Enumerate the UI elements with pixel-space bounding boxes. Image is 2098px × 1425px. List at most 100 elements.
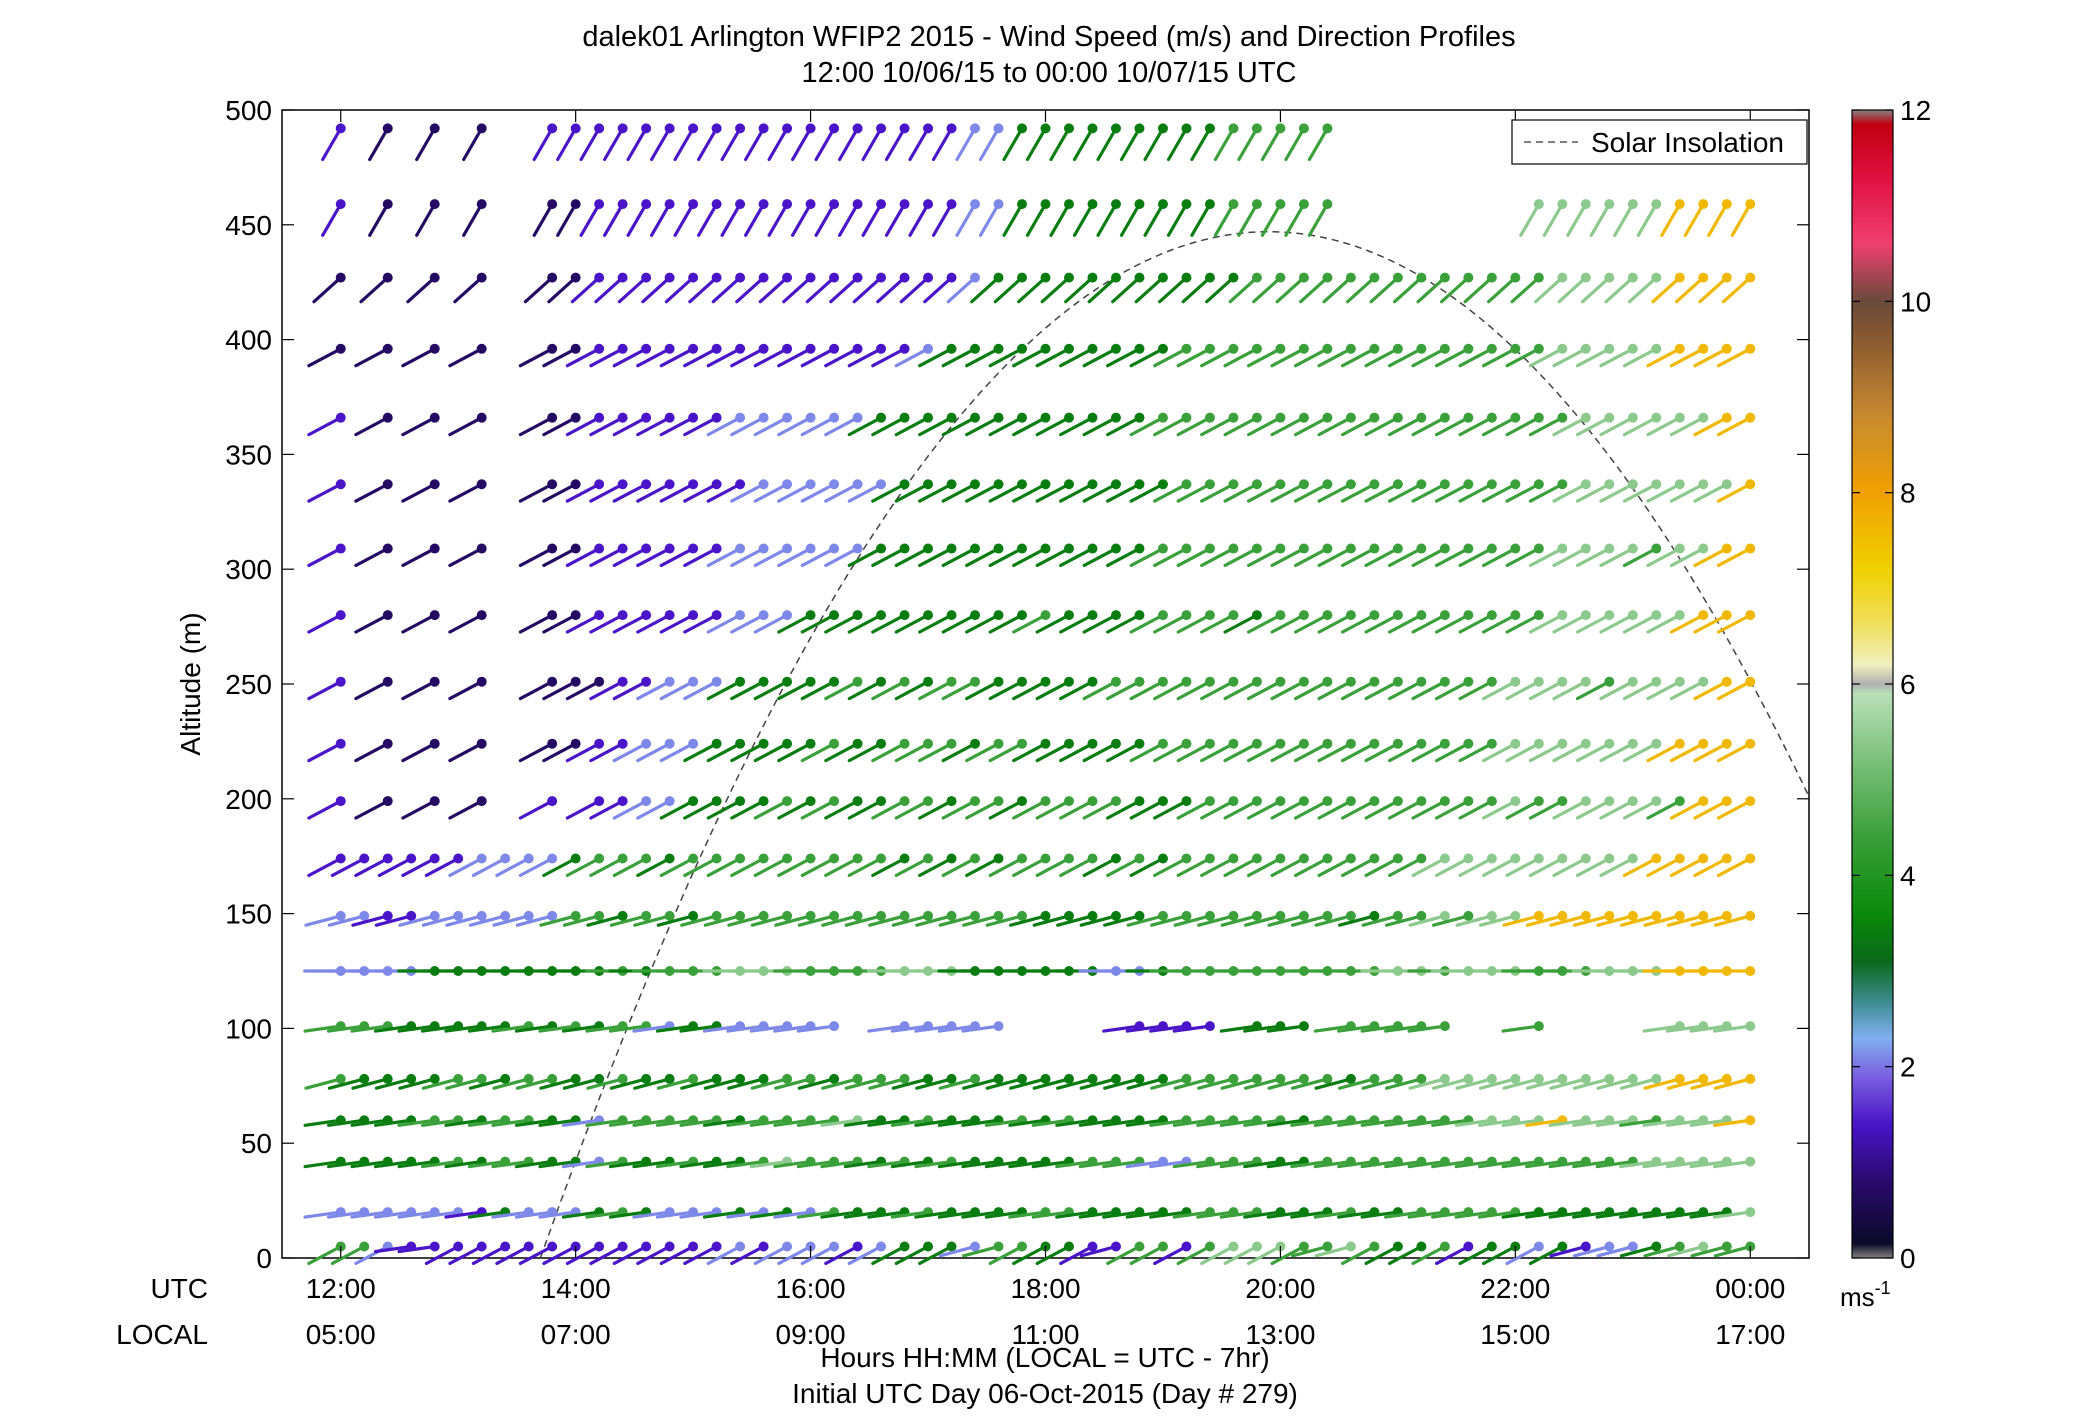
wind-barb-shaft xyxy=(612,799,648,820)
local-row-label: LOCAL xyxy=(116,1319,208,1350)
wind-barb-shaft xyxy=(821,914,860,927)
wind-barb-shaft xyxy=(1693,799,1729,820)
wind-barb-shaft xyxy=(1387,856,1423,878)
wind-barb-shaft xyxy=(565,546,601,568)
wind-barb-shaft xyxy=(1025,126,1048,162)
wind-barb-dot xyxy=(1087,910,1098,921)
wind-barb-dot xyxy=(1204,479,1215,490)
wind-barb-shaft xyxy=(1439,276,1470,304)
wind-barb-shaft xyxy=(871,856,907,878)
wind-barb-shaft xyxy=(1596,914,1635,927)
wind-barb-shaft xyxy=(730,1244,766,1266)
wind-barb-shaft xyxy=(1055,1118,1095,1127)
wind-barb-dot xyxy=(1181,272,1192,283)
wind-barb-shaft xyxy=(773,1024,813,1033)
wind-barb-dot xyxy=(1416,610,1427,621)
wind-barb-shaft xyxy=(1434,1244,1470,1266)
wind-barb-dot xyxy=(1627,738,1638,749)
wind-barb-dot xyxy=(1369,272,1380,283)
wind-barb-shaft xyxy=(1364,680,1400,701)
wind-barb-shaft xyxy=(1200,482,1236,503)
wind-barb-dot xyxy=(1204,543,1215,554)
wind-barb-shaft xyxy=(1408,914,1447,927)
wind-barb-dot xyxy=(1110,199,1121,210)
wind-barb-shaft xyxy=(547,276,578,304)
wind-barb-dot xyxy=(1298,412,1309,423)
wind-barb-dot xyxy=(1463,343,1474,354)
wind-barb-shaft xyxy=(1307,202,1330,237)
wind-barb-dot xyxy=(1134,676,1145,687)
wind-barb-dot xyxy=(664,199,675,210)
wind-barb-shaft xyxy=(993,276,1024,304)
wind-barb-dot xyxy=(1369,479,1380,490)
wind-barb-dot xyxy=(594,123,605,134)
wind-barb-shaft xyxy=(1243,1159,1283,1169)
wind-barb-dot xyxy=(923,1241,934,1252)
wind-barb-shaft xyxy=(814,202,836,237)
x-tick-label-utc: 12:00 xyxy=(306,1273,376,1304)
wind-barb-dot xyxy=(899,199,910,210)
wind-barb-dot xyxy=(1486,910,1497,921)
wind-barb-shaft xyxy=(351,914,390,927)
wind-barb-dot xyxy=(923,272,934,283)
wind-barb-dot xyxy=(899,543,910,554)
wind-barb-dot xyxy=(1439,1241,1450,1252)
wind-barb-shaft xyxy=(1369,276,1400,304)
wind-barb-shaft xyxy=(868,1077,907,1090)
wind-barb-shaft xyxy=(350,1024,390,1033)
wind-barb-shaft xyxy=(800,799,836,820)
wind-barb-shaft xyxy=(1683,202,1705,237)
wind-barb-dot xyxy=(1228,910,1239,921)
wind-barb-dot xyxy=(1745,796,1756,807)
wind-barb-shaft xyxy=(1716,680,1752,701)
wind-barb-shaft xyxy=(1552,347,1588,368)
wind-barb-dot xyxy=(1604,796,1615,807)
wind-barb-dot xyxy=(547,1073,558,1084)
wind-barb-dot xyxy=(1674,676,1685,687)
wind-barb-shaft xyxy=(937,1210,977,1219)
wind-barb-shaft xyxy=(1059,742,1095,763)
wind-barb-dot xyxy=(782,543,793,554)
wind-barb-shaft xyxy=(918,347,954,368)
wind-barb-dot xyxy=(1674,412,1685,423)
wind-barb-dot xyxy=(782,272,793,283)
wind-barb-dot xyxy=(1463,610,1474,621)
wind-barb-shaft xyxy=(586,914,625,927)
wind-barb-shaft xyxy=(1219,1210,1259,1219)
wind-barb-dot xyxy=(805,412,816,423)
wind-barb-dot xyxy=(335,479,346,490)
wind-barb-dot xyxy=(1110,479,1121,490)
wind-barb-shaft xyxy=(1002,126,1024,162)
wind-barb-dot xyxy=(899,343,910,354)
wind-barb-dot xyxy=(1040,412,1051,423)
wind-barb-shaft xyxy=(1082,856,1118,878)
wind-barb-shaft xyxy=(532,126,554,162)
wind-barb-dot xyxy=(1110,1073,1121,1084)
wind-barb-shaft xyxy=(330,856,366,878)
wind-barb-shaft xyxy=(777,546,813,568)
wind-barb-shaft xyxy=(1176,742,1212,763)
wind-barb-dot xyxy=(876,343,887,354)
wind-barb-shaft xyxy=(1072,126,1095,162)
wind-barb-shaft xyxy=(1478,1118,1517,1127)
wind-barb-shaft xyxy=(1481,680,1517,701)
wind-barb-shaft xyxy=(918,613,954,634)
wind-barb-dot xyxy=(1392,412,1403,423)
wind-barb-shaft xyxy=(1693,856,1729,878)
wind-barb-shaft xyxy=(1416,276,1447,304)
wind-barb-dot xyxy=(1463,853,1474,864)
wind-barb-shaft xyxy=(467,1210,507,1219)
wind-barb-shaft xyxy=(800,1244,836,1266)
wind-barb-dot xyxy=(1181,738,1192,749)
wind-barb-dot xyxy=(1533,738,1544,749)
wind-barb-dot xyxy=(1721,796,1732,807)
wind-barb-dot xyxy=(1557,479,1568,490)
wind-barb-dot xyxy=(1063,1241,1074,1252)
wind-barb-dot xyxy=(1486,853,1497,864)
wind-barb-dot xyxy=(1204,343,1215,354)
wind-barb-shaft xyxy=(1270,613,1306,634)
wind-barb-shaft xyxy=(777,416,813,437)
wind-barb-dot xyxy=(1322,610,1333,621)
wind-barb-dot xyxy=(1533,610,1544,621)
wind-barb-shaft xyxy=(894,347,930,368)
